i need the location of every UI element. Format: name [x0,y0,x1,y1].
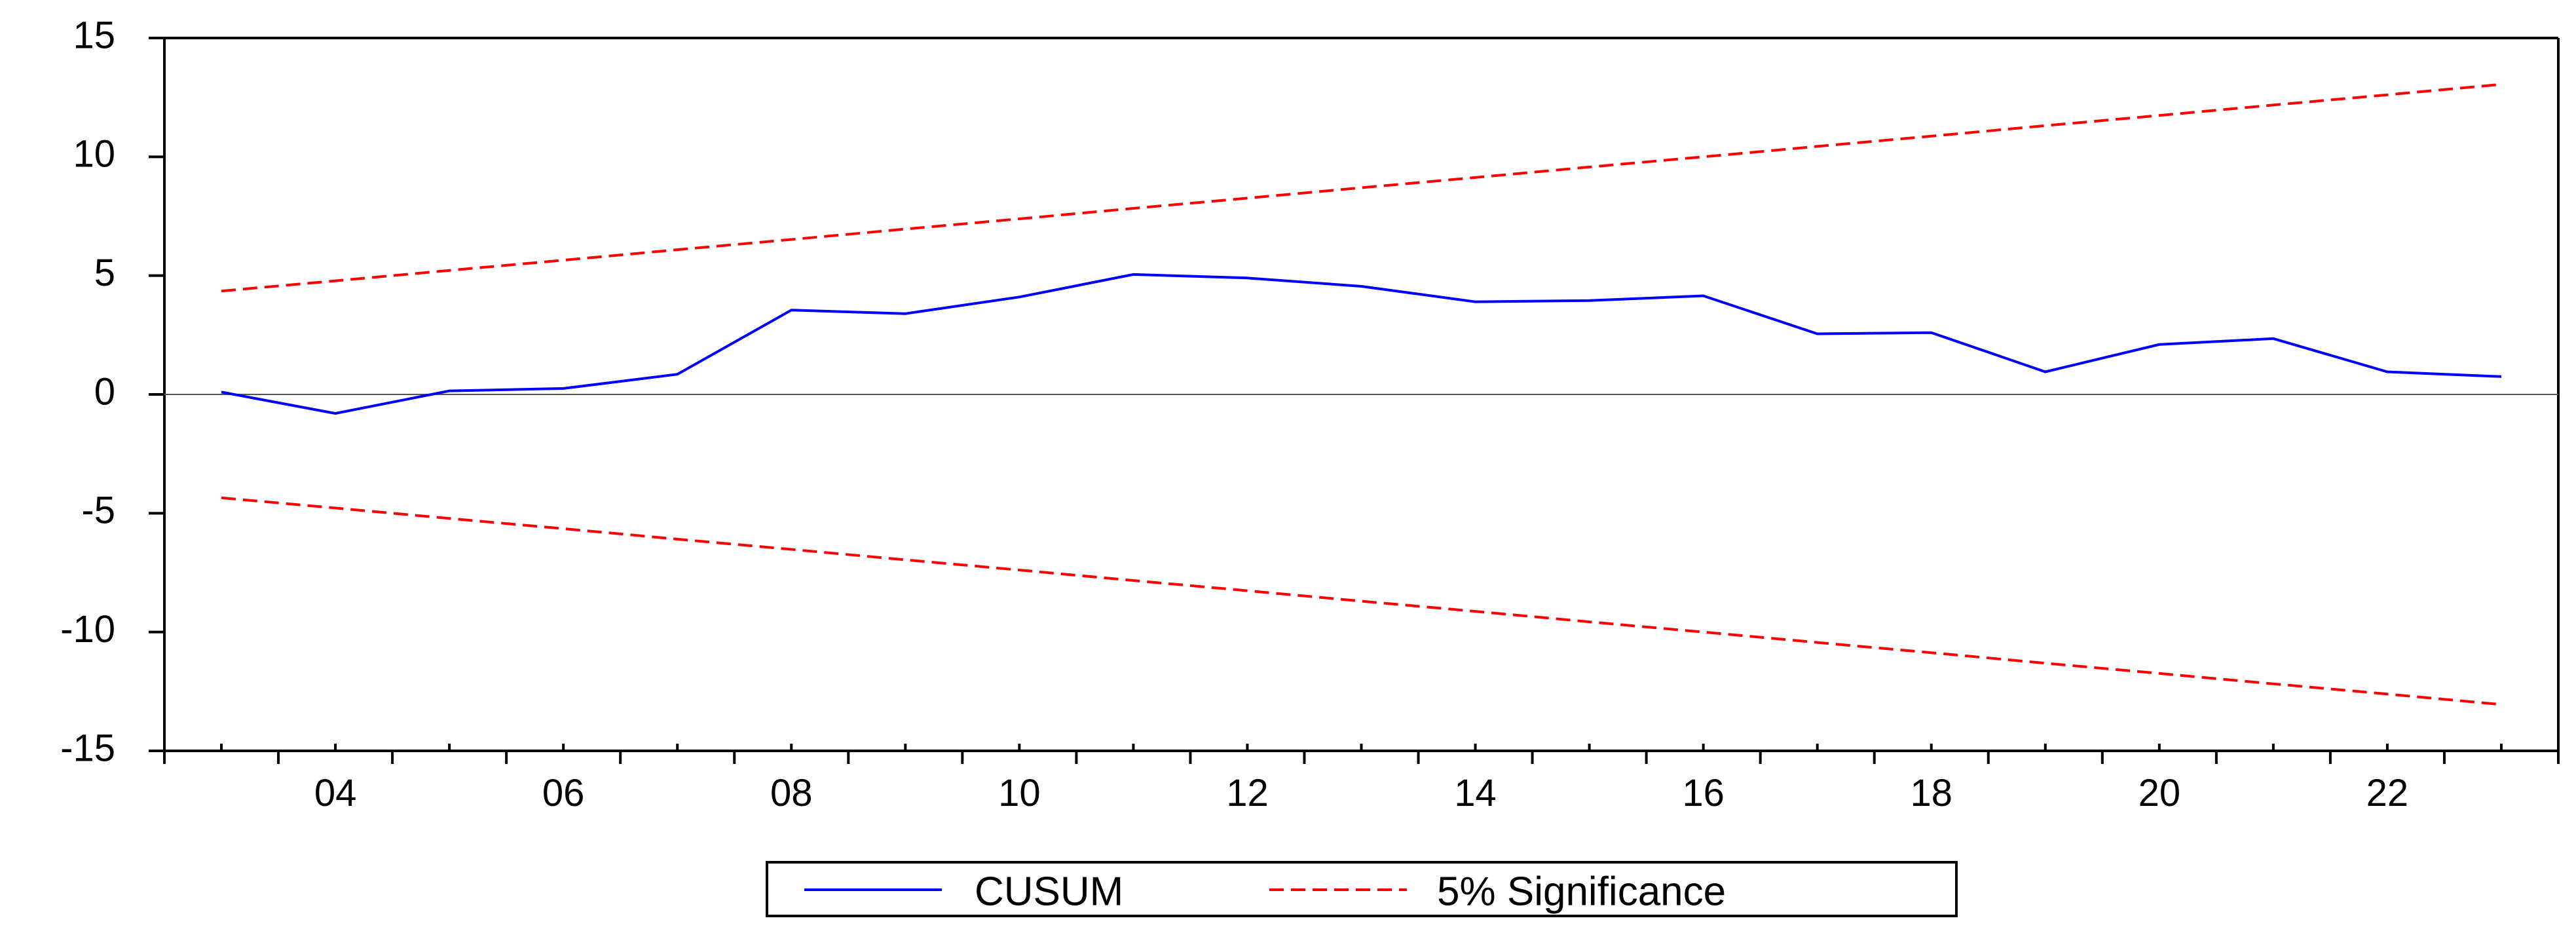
legend: CUSUM 5% Significance [766,861,1958,917]
y-axis-ticks: 15 10 5 0 -5 -10 -15 [60,14,164,769]
y-tick-label: -15 [60,727,115,769]
series-lines [221,83,2502,706]
x-tick-label: 20 [2138,772,2181,814]
y-tick-label: 5 [94,252,115,294]
y-tick-label: -5 [81,489,115,532]
x-axis-ticks: 04 06 08 10 12 14 16 18 20 22 [163,744,2560,814]
legend-label-significance: 5% Significance [1437,869,1726,914]
series-significance-upper [221,83,2502,293]
series-cusum [221,273,2502,415]
x-tick-label: 22 [2366,772,2409,814]
series-significance-lower [221,496,2502,706]
x-tick-label: 18 [1910,772,1952,814]
x-tick-label: 04 [314,772,357,814]
x-tick-label: 06 [542,772,585,814]
legend-label-cusum: CUSUM [975,869,1123,914]
x-tick-label: 14 [1454,772,1497,814]
y-tick-label: 15 [73,14,115,56]
y-tick-label: 10 [73,133,115,176]
x-tick-label: 10 [998,772,1041,814]
y-tick-label: -10 [60,608,115,651]
y-tick-label: 0 [94,370,115,413]
x-tick-label: 12 [1226,772,1269,814]
x-tick-label: 16 [1682,772,1725,814]
x-tick-label: 08 [770,772,813,814]
